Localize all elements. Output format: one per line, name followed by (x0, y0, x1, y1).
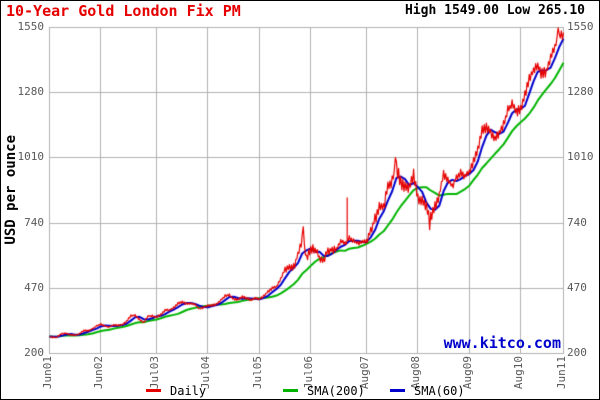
y-tick-label-right: 470 (567, 280, 587, 294)
x-tick-label: Jul05 (250, 356, 264, 390)
x-tick-label: Jun02 (92, 356, 106, 390)
legend-item-daily: Daily (146, 383, 206, 398)
legend-label-sma60: SMA(60) (414, 383, 465, 398)
y-tick-label-right: 1280 (567, 85, 594, 99)
sma200-line-swatch (283, 389, 298, 392)
high-low-readout: High 1549.00 Low 265.10 (404, 3, 585, 18)
y-tick-label-right: 200 (567, 346, 587, 359)
legend-item-sma200: SMA(200) (283, 383, 365, 398)
y-tick-label-left: 470 (24, 280, 44, 294)
x-tick-label: Aug10 (512, 356, 526, 390)
legend-label-daily: Daily (170, 383, 207, 398)
y-tick-label-right: 1550 (567, 20, 594, 33)
chart-title: 10-Year Gold London Fix PM (6, 2, 241, 20)
kitco-watermark-link[interactable]: www.kitco.com (443, 334, 561, 352)
y-tick-label-left: 1550 (17, 20, 45, 33)
x-tick-label: Jun11 (555, 356, 568, 390)
daily-line-swatch (146, 389, 161, 392)
y-tick-label-left: 1280 (17, 85, 45, 99)
sma60-line-swatch (390, 389, 405, 392)
y-tick-label-left: 200 (24, 346, 44, 359)
legend-label-sma200: SMA(200) (307, 383, 365, 398)
y-tick-label-left: 1010 (17, 150, 45, 164)
y-tick-label-right: 740 (567, 215, 587, 229)
x-tick-label: Jun01 (41, 356, 54, 390)
y-tick-label-right: 1010 (567, 150, 594, 164)
y-tick-label-left: 740 (24, 215, 44, 229)
legend-item-sma60: SMA(60) (390, 383, 465, 398)
